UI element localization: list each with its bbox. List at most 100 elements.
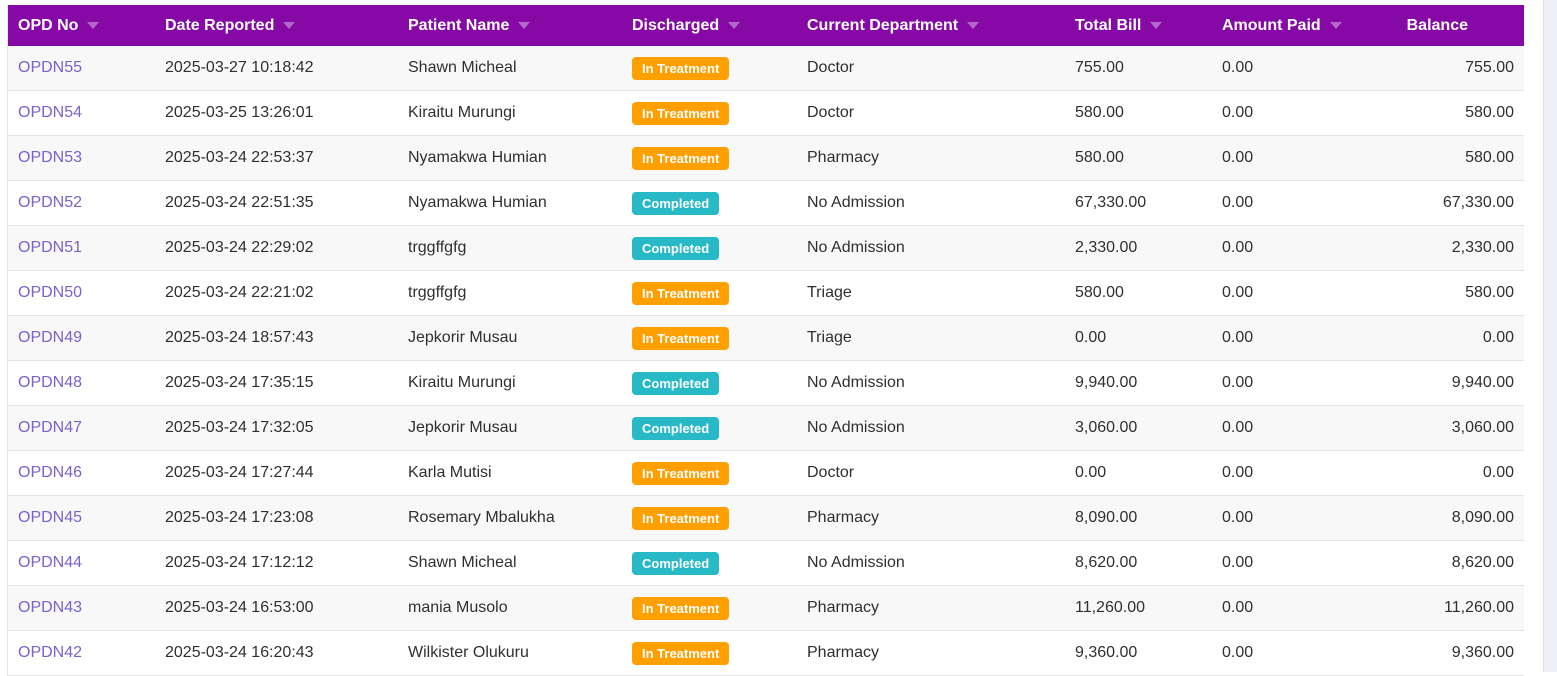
column-header-balance: Balance [1395, 5, 1524, 46]
cell-date_reported: 2025-03-27 10:18:42 [155, 46, 398, 91]
date-reported-text: 2025-03-24 17:27:44 [165, 464, 314, 481]
patient-name-text: Shawn Micheal [408, 554, 517, 571]
cell-balance: 0.00 [1395, 316, 1524, 361]
balance-text: 9,940.00 [1451, 374, 1514, 391]
opd-number-link[interactable]: OPDN51 [18, 239, 83, 256]
current-department-text: Doctor [807, 59, 855, 76]
opd-number-link[interactable]: OPDN48 [18, 374, 83, 391]
balance-text: 3,060.00 [1451, 419, 1514, 436]
column-header-date_reported[interactable]: Date Reported [155, 5, 398, 46]
sort-caret-icon[interactable] [967, 21, 980, 29]
cell-date_reported: 2025-03-24 22:21:02 [155, 271, 398, 316]
discharge-status-badge: In Treatment [632, 461, 730, 485]
patient-name-text: Karla Mutisi [408, 464, 492, 481]
cell-patient_name: Karla Mutisi [398, 451, 622, 496]
cell-date_reported: 2025-03-24 17:35:15 [155, 361, 398, 406]
opd-number-link[interactable]: OPDN46 [18, 464, 83, 481]
cell-patient_name: trggffgfg [398, 271, 622, 316]
cell-current_department: No Admission [797, 361, 1065, 406]
table-row: OPDN50 2025-03-24 22:21:02 trggffgfg In Tre… [8, 270, 1524, 316]
amount-paid-text: 0.00 [1222, 509, 1254, 526]
sort-caret-icon[interactable] [1150, 21, 1163, 29]
balance-text: 9,360.00 [1451, 644, 1514, 661]
cell-date_reported: 2025-03-24 17:23:08 [155, 496, 398, 541]
scrollbar-track[interactable] [1543, 0, 1557, 672]
cell-current_department: No Admission [797, 226, 1065, 271]
cell-date_reported: 2025-03-24 18:57:43 [155, 316, 398, 361]
opd-number-link[interactable]: OPDN47 [18, 419, 83, 436]
cell-amount_paid: 0.00 [1212, 226, 1395, 271]
cell-current_department: Pharmacy [797, 631, 1065, 676]
cell-patient_name: Jepkorir Musau [398, 316, 622, 361]
current-department-text: Doctor [807, 464, 855, 481]
sort-caret-icon[interactable] [1329, 21, 1342, 29]
amount-paid-text: 0.00 [1222, 194, 1254, 211]
current-department-text: Triage [807, 329, 852, 346]
total-bill-text: 9,360.00 [1075, 644, 1138, 661]
opd-number-link[interactable]: OPDN52 [18, 194, 83, 211]
cell-total_bill: 8,620.00 [1065, 541, 1212, 586]
current-department-text: No Admission [807, 239, 905, 256]
sort-caret-icon[interactable] [87, 21, 100, 29]
cell-balance: 9,940.00 [1395, 361, 1524, 406]
cell-balance: 0.00 [1395, 451, 1524, 496]
balance-text: 8,620.00 [1451, 554, 1514, 571]
amount-paid-text: 0.00 [1222, 239, 1254, 256]
sort-caret-icon[interactable] [518, 21, 531, 29]
cell-balance: 2,330.00 [1395, 226, 1524, 271]
column-header-amount_paid[interactable]: Amount Paid [1212, 5, 1395, 46]
patient-name-text: Wilkister Olukuru [408, 644, 529, 661]
cell-patient_name: Kiraitu Murungi [398, 91, 622, 136]
opd-number-link[interactable]: OPDN45 [18, 509, 83, 526]
discharge-status-badge: Completed [632, 371, 720, 395]
balance-text: 8,090.00 [1451, 509, 1514, 526]
column-header-opd_no[interactable]: OPD No [8, 5, 155, 46]
column-header-label: Total Bill [1075, 16, 1142, 34]
column-header-current_department[interactable]: Current Department [797, 5, 1065, 46]
opd-number-link[interactable]: OPDN53 [18, 149, 83, 166]
cell-current_department: Pharmacy [797, 586, 1065, 631]
cell-total_bill: 3,060.00 [1065, 406, 1212, 451]
opd-number-link[interactable]: OPDN54 [18, 104, 83, 121]
opd-number-link[interactable]: OPDN44 [18, 554, 83, 571]
opd-number-link[interactable]: OPDN49 [18, 329, 83, 346]
cell-discharged: In Treatment [622, 316, 797, 361]
total-bill-text: 8,620.00 [1075, 554, 1138, 571]
opd-number-link[interactable]: OPDN43 [18, 599, 83, 616]
table-row: OPDN52 2025-03-24 22:51:35 Nyamakwa Humian… [8, 180, 1524, 226]
cell-opd_no: OPDN51 [8, 226, 155, 271]
cell-discharged: In Treatment [622, 496, 797, 541]
cell-patient_name: Nyamakwa Humian [398, 136, 622, 181]
cell-total_bill: 2,330.00 [1065, 226, 1212, 271]
column-header-total_bill[interactable]: Total Bill [1065, 5, 1212, 46]
opd-number-link[interactable]: OPDN55 [18, 59, 83, 76]
table-row: OPDN47 2025-03-24 17:32:05 Jepkorir Musau C… [8, 405, 1524, 451]
cell-opd_no: OPDN44 [8, 541, 155, 586]
date-reported-text: 2025-03-27 10:18:42 [165, 59, 314, 76]
total-bill-text: 0.00 [1075, 464, 1107, 481]
current-department-text: Pharmacy [807, 509, 880, 526]
cell-opd_no: OPDN49 [8, 316, 155, 361]
total-bill-text: 11,260.00 [1075, 599, 1145, 616]
date-reported-text: 2025-03-25 13:26:01 [165, 104, 314, 121]
cell-opd_no: OPDN47 [8, 406, 155, 451]
sort-caret-icon[interactable] [283, 21, 296, 29]
opd-number-link[interactable]: OPDN42 [18, 644, 83, 661]
opd-number-link[interactable]: OPDN50 [18, 284, 83, 301]
column-header-discharged[interactable]: Discharged [622, 5, 797, 46]
sort-caret-icon[interactable] [728, 21, 741, 29]
cell-discharged: In Treatment [622, 136, 797, 181]
cell-discharged: In Treatment [622, 451, 797, 496]
cell-current_department: Doctor [797, 91, 1065, 136]
patient-name-text: Kiraitu Murungi [408, 374, 516, 391]
column-header-patient_name[interactable]: Patient Name [398, 5, 622, 46]
current-department-text: Triage [807, 284, 852, 301]
column-header-label: Patient Name [408, 16, 510, 34]
date-reported-text: 2025-03-24 22:21:02 [165, 284, 314, 301]
balance-text: 580.00 [1465, 149, 1514, 166]
column-header-label: Current Department [807, 16, 959, 34]
discharge-status-badge: In Treatment [632, 146, 730, 170]
total-bill-text: 67,330.00 [1075, 194, 1147, 211]
patient-name-text: Nyamakwa Humian [408, 194, 547, 211]
cell-patient_name: mania Musolo [398, 586, 622, 631]
